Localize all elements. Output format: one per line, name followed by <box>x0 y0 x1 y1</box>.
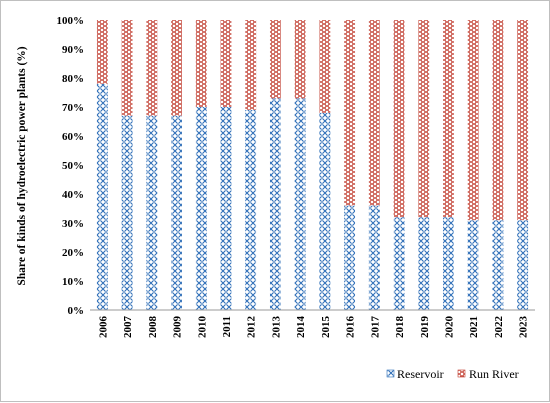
y-tick-label: 50% <box>62 160 84 172</box>
bar-reservoir-2013 <box>269 98 281 310</box>
y-tick-label: 90% <box>62 44 84 56</box>
bar-reservoir-2023 <box>517 220 529 310</box>
bars <box>96 20 529 311</box>
x-tick-label: 2007 <box>122 316 134 339</box>
y-tick-label: 40% <box>62 189 84 201</box>
y-axis-ticks: 0% 10% 20% 30% 40% 50% 60% 70% 80% 90% 100% <box>57 15 85 317</box>
x-axis-ticks: 2006 2007 2008 2009 2010 2011 2012 2013 2014 2015… <box>97 316 529 339</box>
bar-run-river-2019 <box>418 20 430 218</box>
legend-swatch-reservoir <box>386 369 395 378</box>
legend: Reservoir Run River <box>386 367 519 381</box>
y-tick-label: 70% <box>62 102 84 114</box>
bar-reservoir-2010 <box>195 107 207 310</box>
bar-reservoir-2022 <box>492 220 504 310</box>
x-tick-label: 2014 <box>295 316 307 339</box>
bar-run-river-2022 <box>492 20 504 221</box>
bar-run-river-2018 <box>393 20 405 218</box>
bar-reservoir-2021 <box>467 220 479 310</box>
bar-reservoir-2019 <box>418 217 430 310</box>
y-tick-label: 60% <box>62 131 84 143</box>
bar-reservoir-2016 <box>344 205 356 310</box>
x-tick-label: 2006 <box>97 316 109 339</box>
bar-reservoir-2007 <box>121 115 133 310</box>
x-tick-label: 2022 <box>493 316 505 339</box>
y-tick-label: 10% <box>62 276 84 288</box>
bar-reservoir-2012 <box>245 109 257 311</box>
x-tick-label: 2011 <box>221 316 233 337</box>
y-tick-label: 80% <box>62 73 84 85</box>
legend-swatch-run-river <box>457 369 466 378</box>
x-tick-label: 2009 <box>172 316 184 339</box>
bar-run-river-2007 <box>121 20 133 116</box>
legend-label-run-river: Run River <box>469 367 519 381</box>
y-tick-label: 20% <box>62 247 84 259</box>
bar-run-river-2013 <box>269 20 281 99</box>
legend-label-reservoir: Reservoir <box>397 367 444 381</box>
bar-run-river-2011 <box>220 20 232 107</box>
x-tick-label: 2013 <box>270 316 282 339</box>
bar-run-river-2023 <box>517 20 529 221</box>
bar-run-river-2016 <box>344 20 356 206</box>
bar-run-river-2015 <box>319 20 331 113</box>
y-tick-label: 30% <box>62 218 84 230</box>
bar-run-river-2008 <box>146 20 158 116</box>
bar-run-river-2017 <box>368 20 380 206</box>
x-tick-label: 2020 <box>443 316 455 339</box>
y-tick-label: 0% <box>68 305 85 317</box>
x-tick-label: 2019 <box>419 316 431 339</box>
bar-reservoir-2011 <box>220 107 232 310</box>
x-tick-label: 2018 <box>394 316 406 339</box>
bar-reservoir-2009 <box>171 115 182 310</box>
x-tick-label: 2021 <box>468 316 480 338</box>
bar-reservoir-2015 <box>319 112 331 310</box>
bar-run-river-2010 <box>195 20 207 107</box>
bar-reservoir-2020 <box>443 217 454 310</box>
x-tick-label: 2016 <box>345 316 357 339</box>
x-tick-label: 2012 <box>246 316 258 339</box>
x-tick-label: 2023 <box>518 316 530 339</box>
bar-run-river-2014 <box>294 20 306 99</box>
x-tick-label: 2015 <box>320 316 332 339</box>
bar-reservoir-2018 <box>393 217 405 310</box>
bar-reservoir-2014 <box>294 98 306 310</box>
bar-run-river-2012 <box>245 20 257 110</box>
bar-run-river-2020 <box>443 20 454 218</box>
bar-run-river-2021 <box>467 20 479 221</box>
x-tick-label: 2008 <box>147 316 159 339</box>
x-tick-label: 2017 <box>369 316 381 339</box>
x-tick-label: 2010 <box>196 316 208 339</box>
bar-reservoir-2006 <box>96 83 108 310</box>
bar-run-river-2006 <box>96 20 108 84</box>
bar-reservoir-2017 <box>368 205 380 310</box>
y-tick-label: 100% <box>57 15 85 27</box>
bar-run-river-2009 <box>171 20 182 116</box>
y-axis-label: Share of kinds of hydroelectric power pl… <box>16 46 28 285</box>
bar-reservoir-2008 <box>146 115 158 310</box>
